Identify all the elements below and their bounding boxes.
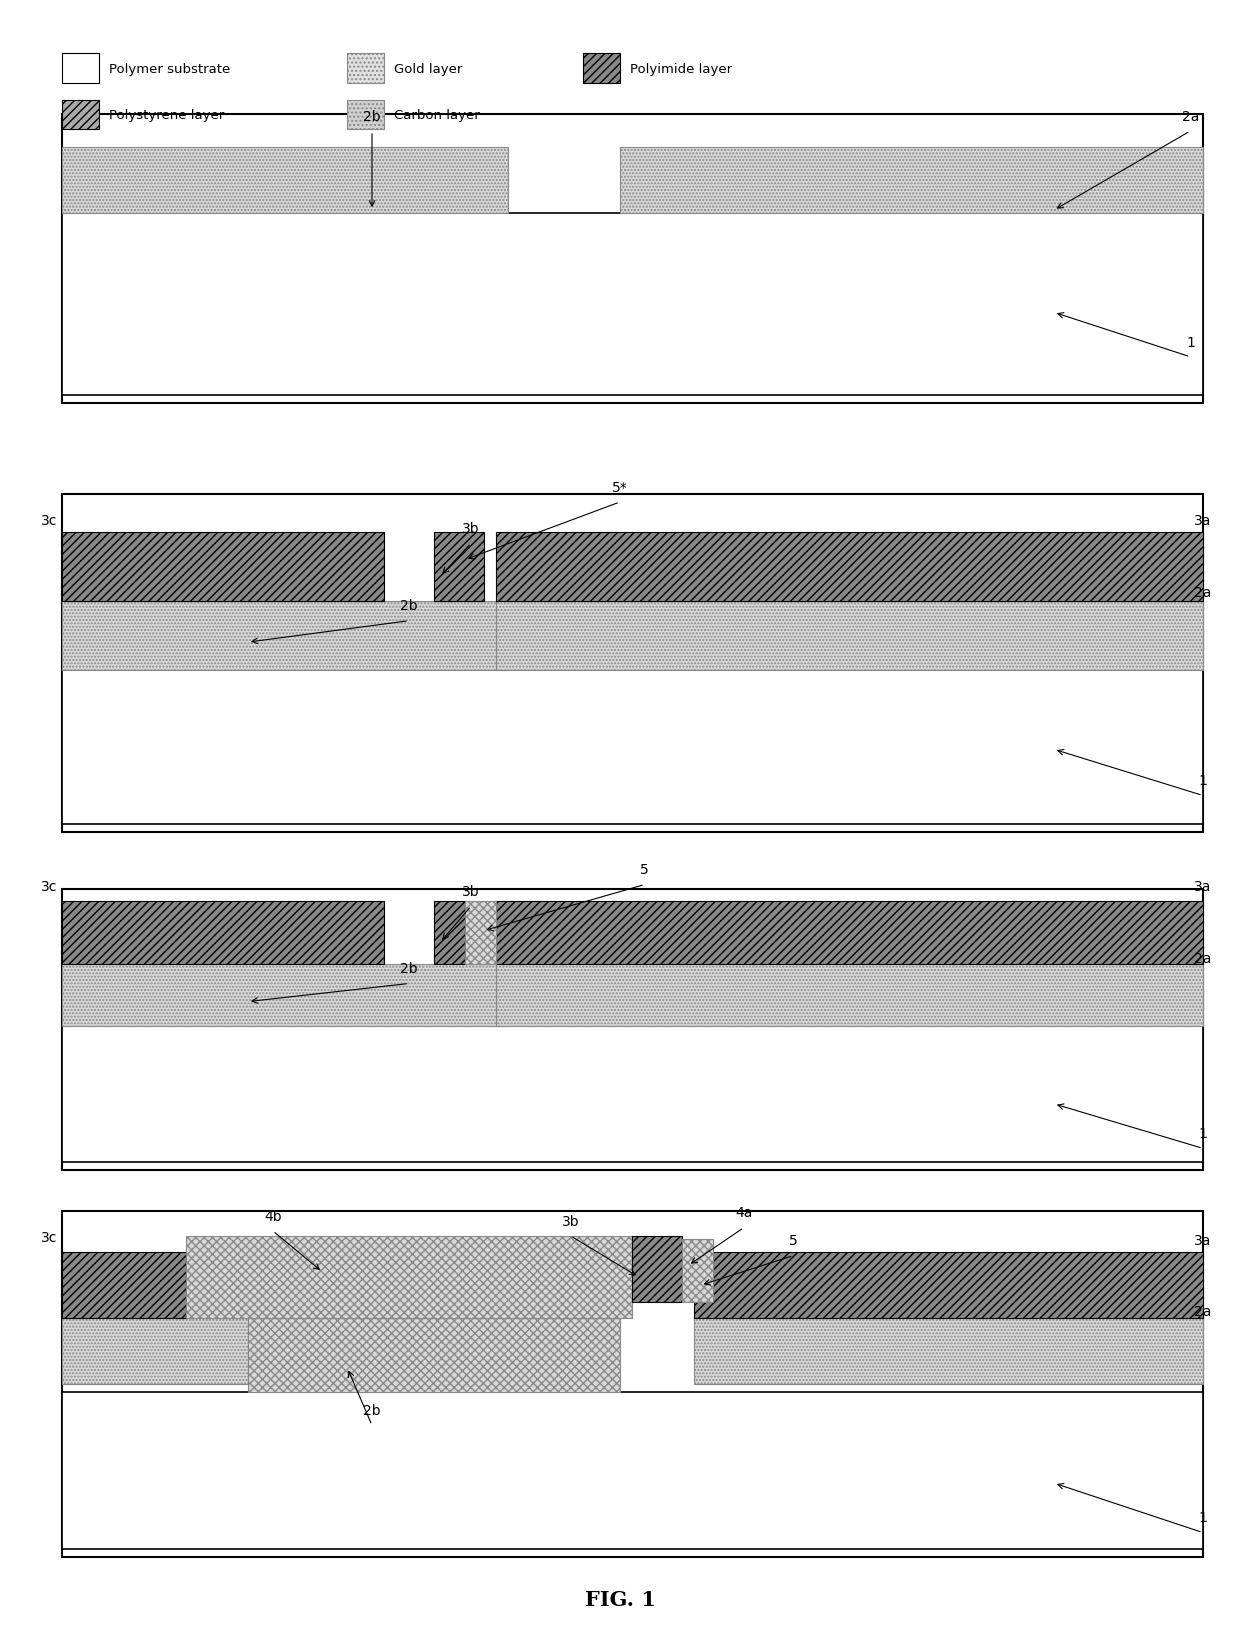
- Text: 2a: 2a: [1194, 953, 1211, 966]
- Bar: [62, 1027, 1203, 1162]
- Text: 2a: 2a: [1194, 1305, 1211, 1318]
- Bar: [496, 901, 1203, 964]
- Text: 1: 1: [1198, 1511, 1208, 1524]
- Bar: [434, 901, 465, 964]
- Bar: [347, 101, 384, 130]
- Text: 5: 5: [640, 864, 650, 877]
- Text: 5: 5: [789, 1234, 799, 1248]
- Text: 3b: 3b: [463, 885, 480, 898]
- Bar: [62, 494, 1203, 832]
- Bar: [620, 148, 1203, 214]
- Bar: [682, 1239, 713, 1302]
- Text: 2b: 2b: [401, 962, 418, 976]
- Text: Gold layer: Gold layer: [394, 63, 463, 76]
- Text: 1: 1: [1185, 336, 1195, 349]
- Bar: [62, 101, 99, 130]
- Bar: [62, 1318, 248, 1384]
- Bar: [62, 148, 508, 214]
- Bar: [62, 54, 99, 84]
- Bar: [62, 1252, 186, 1318]
- Text: 2b: 2b: [401, 600, 418, 613]
- Bar: [62, 964, 508, 1027]
- Text: 2b: 2b: [363, 110, 381, 124]
- Bar: [496, 602, 1203, 671]
- Bar: [632, 1236, 682, 1302]
- Bar: [62, 532, 384, 602]
- Text: 1: 1: [1198, 775, 1208, 788]
- Bar: [434, 532, 484, 602]
- Bar: [248, 1318, 620, 1393]
- Bar: [186, 1236, 632, 1318]
- Bar: [347, 54, 384, 84]
- Text: Polyimide layer: Polyimide layer: [630, 63, 732, 76]
- Bar: [62, 214, 1203, 396]
- Text: FIG. 1: FIG. 1: [584, 1589, 656, 1608]
- Bar: [62, 671, 1203, 824]
- Text: 4b: 4b: [264, 1210, 281, 1223]
- Text: 3c: 3c: [41, 880, 58, 893]
- Text: 2a: 2a: [1182, 110, 1199, 124]
- Text: 3b: 3b: [463, 522, 480, 536]
- Text: 3b: 3b: [562, 1215, 579, 1228]
- Text: 2a: 2a: [1194, 587, 1211, 600]
- Text: 5*: 5*: [613, 481, 627, 494]
- Bar: [62, 1393, 1203, 1549]
- Text: 2b: 2b: [363, 1404, 381, 1417]
- Text: 4a: 4a: [735, 1206, 753, 1220]
- Bar: [496, 532, 1203, 602]
- Bar: [694, 1252, 1203, 1318]
- Bar: [62, 602, 508, 671]
- Text: Carbon layer: Carbon layer: [394, 109, 480, 122]
- Bar: [583, 54, 620, 84]
- Text: 3c: 3c: [41, 514, 58, 527]
- Bar: [694, 1318, 1203, 1384]
- Bar: [62, 115, 1203, 404]
- Text: 3c: 3c: [41, 1231, 58, 1244]
- Text: 1: 1: [1198, 1127, 1208, 1140]
- Text: Polystyrene layer: Polystyrene layer: [109, 109, 224, 122]
- Bar: [62, 901, 384, 964]
- Text: 3a: 3a: [1194, 880, 1211, 893]
- Text: 3a: 3a: [1194, 1234, 1211, 1248]
- Bar: [465, 901, 496, 964]
- Bar: [496, 964, 1203, 1027]
- Bar: [62, 1211, 1203, 1557]
- Bar: [62, 890, 1203, 1170]
- Text: Polymer substrate: Polymer substrate: [109, 63, 231, 76]
- Text: 3a: 3a: [1194, 514, 1211, 527]
